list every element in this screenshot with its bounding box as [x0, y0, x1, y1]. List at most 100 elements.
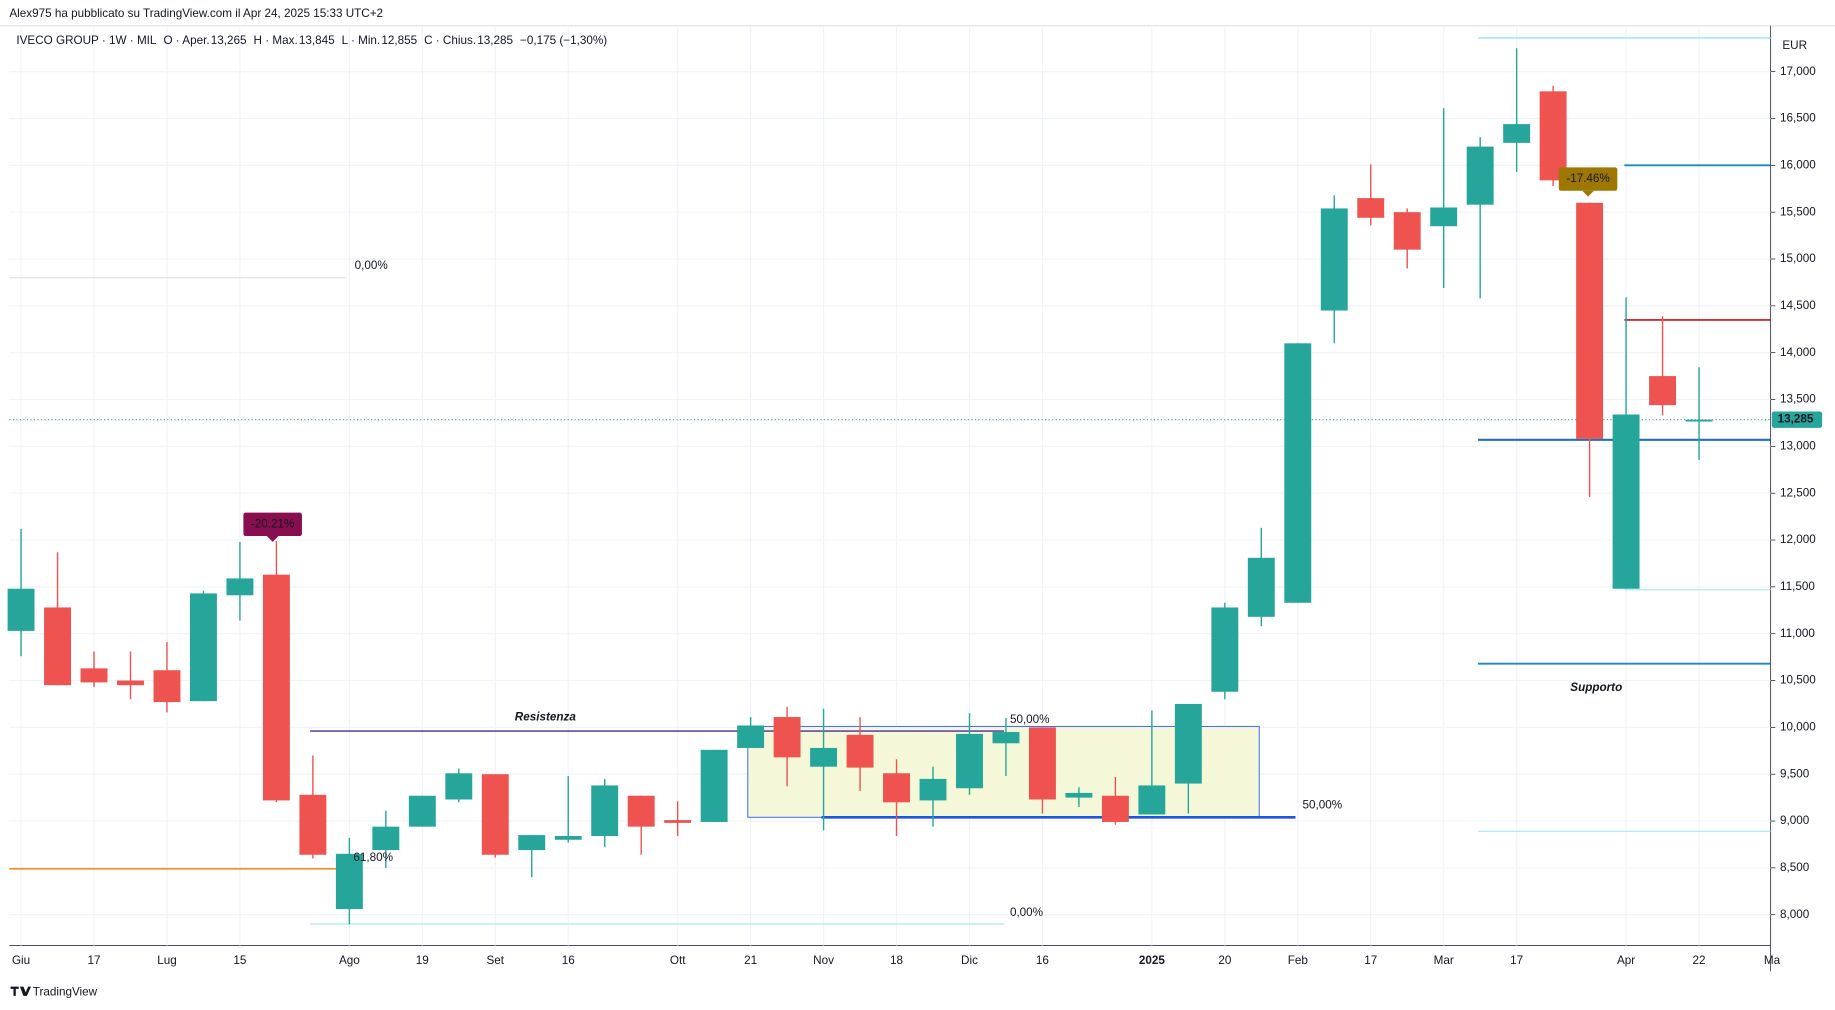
candle-body [810, 747, 838, 767]
y-tick-label: 11,000 [1780, 627, 1815, 640]
annotation: 50,00% [1010, 713, 1050, 726]
x-tick-label: Feb [1288, 954, 1309, 967]
footer-logo [10, 986, 32, 996]
x-tick-label: Nov [813, 954, 834, 967]
candle-body [737, 725, 765, 748]
candle-body [846, 734, 874, 768]
x-tick-label: Giu [12, 954, 30, 967]
y-tick-label: 12,000 [1780, 533, 1816, 546]
footer: TradingView [33, 986, 98, 999]
y-tick-label: 14,000 [1780, 346, 1816, 359]
last-price-tag [1771, 411, 1823, 428]
legend-item: L · Min. [342, 34, 381, 47]
y-tick-label: 14,500 [1780, 299, 1816, 312]
x-tick-label: 20 [1218, 954, 1231, 967]
y-tick-label: 8,500 [1780, 861, 1810, 874]
candle-body [445, 773, 473, 800]
candle-body [1028, 727, 1056, 800]
legend-item: O · Aper. [163, 34, 209, 47]
legend-item: −0,175 (−1,30%) [520, 34, 607, 47]
candle-body [1685, 419, 1713, 422]
candle-body [919, 778, 947, 801]
legend-item: 13,285 [477, 34, 513, 47]
candle-body [44, 607, 72, 686]
candle-body [700, 749, 728, 822]
candle-body [1211, 607, 1239, 692]
annotation: Resistenza [515, 710, 577, 723]
candle-body [1138, 785, 1166, 815]
candle-body [262, 574, 290, 801]
change-tag-label: -20.21% [251, 517, 295, 530]
legend-item: C · Chius. [424, 34, 476, 47]
candles [7, 48, 1713, 925]
candle-body [226, 578, 254, 596]
x-tick-label: 16 [1036, 954, 1049, 967]
change-tag-label: -17.46% [1566, 172, 1610, 185]
currency: EUR [1782, 39, 1807, 52]
candle-body [1393, 212, 1421, 250]
candle-body [554, 836, 582, 840]
change-tag-pointer [1582, 190, 1594, 197]
y-tick-label: 16,000 [1780, 158, 1816, 171]
candle-body [1612, 414, 1640, 589]
candle-body [335, 853, 363, 910]
x-tick-label: Dic [961, 954, 978, 967]
annotation: 0,00% [355, 259, 388, 272]
change-tag [243, 512, 302, 537]
candle-body [1101, 795, 1129, 822]
candle-body [883, 773, 910, 803]
candle-body [117, 680, 144, 686]
x-tick-label: 15 [233, 954, 247, 967]
candle-body [299, 794, 327, 855]
candle-body [1503, 124, 1531, 143]
candle-body [956, 733, 983, 789]
candle-body [408, 795, 436, 827]
legend-item: IVECO GROUP · 1W · MIL [16, 34, 157, 47]
y-tick-label: 8,000 [1780, 908, 1810, 921]
drawings [9, 37, 1771, 925]
x-tick-label: 16 [562, 954, 575, 967]
x-tick-label: 17 [1510, 954, 1523, 967]
annotation: 0,00% [1010, 906, 1043, 919]
legend-item: 13,265 [211, 34, 247, 47]
x-tick-label: Ago [339, 954, 360, 967]
y-tick-label: 13,500 [1780, 393, 1816, 406]
x-tick-label: 22 [1693, 954, 1706, 967]
x-tick-label: 17 [88, 954, 101, 967]
y-tick-label: 16,500 [1780, 112, 1816, 125]
annotation: 50,00% [1303, 798, 1343, 811]
candle-body [664, 820, 692, 823]
x-tick-label: Set [487, 954, 505, 967]
candle-body [1065, 792, 1093, 798]
legend-item: 13,845 [299, 34, 335, 47]
x-tick-label: Ott [670, 954, 686, 967]
candle-body [189, 593, 217, 702]
change-tag-pointer [266, 536, 279, 542]
candle-body [992, 732, 1020, 744]
y-tick-label: 13,000 [1780, 439, 1816, 452]
candle-body [1649, 376, 1677, 406]
candle-body [518, 835, 546, 851]
header: Alex975 ha pubblicato su TradingView.com… [9, 7, 383, 20]
candle-body [1466, 146, 1494, 205]
legend-item: H · Max. [254, 34, 298, 47]
candle-body [481, 774, 509, 855]
x-tick-label: 21 [744, 954, 757, 967]
y-tick-label: 15,500 [1780, 205, 1816, 218]
candle-body [1284, 343, 1312, 603]
candle-body [1320, 208, 1348, 311]
x-tick-label: Apr [1617, 954, 1635, 967]
candle-body [153, 670, 181, 703]
x-tick-label: Mar [1434, 954, 1454, 967]
y-tick-label: 12,500 [1780, 486, 1816, 499]
candle-body [372, 826, 400, 851]
candle-body [627, 795, 655, 827]
y-tick-label: 9,000 [1780, 814, 1810, 827]
annotation: 61,80% [353, 851, 393, 864]
candle-body [1539, 91, 1567, 181]
legend-item: 12,855 [381, 34, 417, 47]
candle-body [1174, 703, 1202, 784]
candle-body [773, 717, 801, 758]
x-tick-label: 2025 [1139, 954, 1166, 967]
